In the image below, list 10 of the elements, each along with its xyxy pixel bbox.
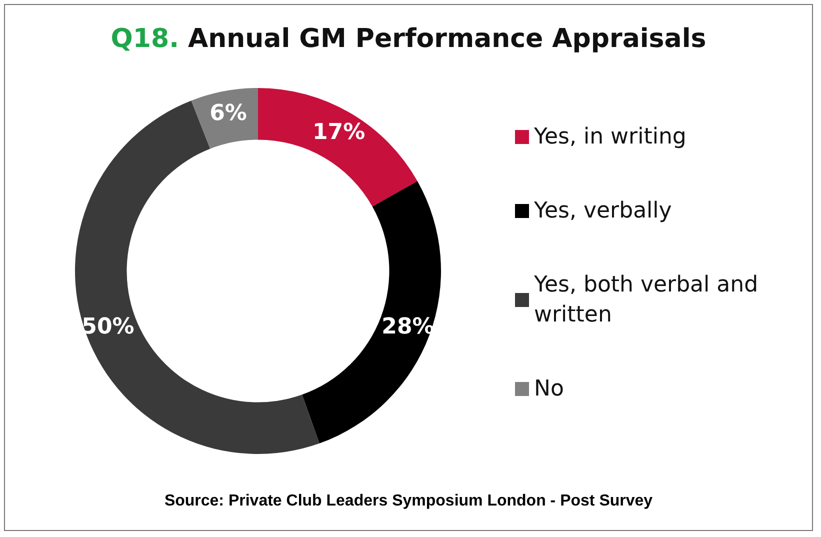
data-label: 6% xyxy=(210,101,247,126)
legend-label: Yes, in writing xyxy=(533,124,686,150)
data-label: 50% xyxy=(82,314,134,340)
data-label: 28% xyxy=(382,314,434,340)
chart-title: Q18. Annual GM Performance Appraisals xyxy=(110,24,706,54)
legend-label: Yes, verbally xyxy=(533,198,672,224)
legend-label: No xyxy=(534,376,564,402)
legend-label: Yes, both verbal and written xyxy=(533,272,766,328)
source-note: Source: Private Club Leaders Symposium London - Post Survey xyxy=(164,492,653,510)
data-label: 17% xyxy=(312,120,366,146)
